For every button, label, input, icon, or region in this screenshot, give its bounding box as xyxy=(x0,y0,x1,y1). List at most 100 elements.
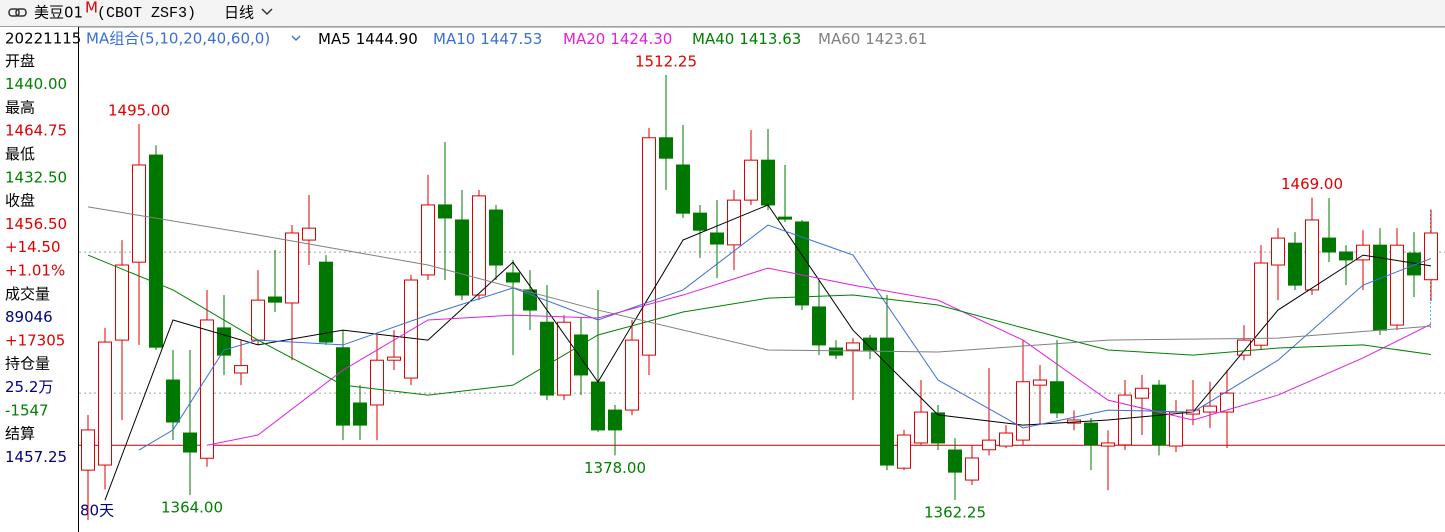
candle-body xyxy=(1220,392,1234,413)
legend-name: MA40 xyxy=(692,30,734,48)
legend-value: 1447.53 xyxy=(480,30,542,48)
candle-body xyxy=(540,321,554,396)
span-label: 80天 xyxy=(80,502,114,520)
candle-body xyxy=(404,279,418,379)
candle-body xyxy=(744,159,758,201)
candle-body xyxy=(234,365,248,374)
symbol-marker: M xyxy=(85,0,98,17)
candle-body xyxy=(302,227,316,241)
extreme-label: 1364.00 xyxy=(161,499,223,517)
candle-body xyxy=(914,411,928,444)
candle-body xyxy=(132,164,146,263)
info-text: 1464.75 xyxy=(5,122,67,140)
legend-name: MA5 xyxy=(318,30,351,48)
legend-entry: MA10 1447.53 xyxy=(433,30,542,48)
candle-body xyxy=(1288,242,1302,286)
candle-body xyxy=(846,342,860,351)
extreme-label: 1469.00 xyxy=(1281,175,1343,193)
candle-body xyxy=(863,337,877,351)
info-text: -1547 xyxy=(5,401,49,419)
candle-body xyxy=(727,199,741,246)
legend-name: MA20 xyxy=(563,30,605,48)
candle-body xyxy=(81,429,95,471)
ma-line xyxy=(87,206,1432,353)
candle-body xyxy=(98,341,112,466)
candle-body xyxy=(370,359,384,406)
legend-value: 1444.90 xyxy=(356,30,418,48)
candle-body xyxy=(217,327,231,356)
candle-body xyxy=(268,296,282,303)
candle-body xyxy=(387,356,401,361)
ma-line xyxy=(87,254,1432,396)
legend-value: 1423.61 xyxy=(865,30,927,48)
candle-body xyxy=(1322,237,1336,253)
info-text: 1457.25 xyxy=(5,448,67,466)
ma-group[interactable]: MA组合(5,10,20,40,60,0) xyxy=(86,30,270,48)
candle-body xyxy=(438,204,452,219)
extreme-label: 1362.25 xyxy=(924,504,986,522)
candle-body xyxy=(1050,381,1064,414)
candle-body xyxy=(472,195,486,296)
candle-body xyxy=(319,261,333,343)
candle-body xyxy=(523,289,537,311)
candle-body xyxy=(982,439,996,451)
candle-body xyxy=(149,154,163,348)
period[interactable]: 日线 xyxy=(224,4,254,22)
candle-body xyxy=(1084,422,1098,446)
info-text: 持仓量 xyxy=(5,355,50,373)
info-text: 1440.00 xyxy=(5,75,67,93)
candle-body xyxy=(778,216,792,220)
candle-body xyxy=(1237,339,1251,356)
link-icon[interactable] xyxy=(8,8,27,17)
candle-body xyxy=(591,381,605,431)
legend-name: MA10 xyxy=(433,30,475,48)
candle-body xyxy=(251,299,265,341)
candle-body xyxy=(1203,405,1217,413)
candle-body xyxy=(897,434,911,469)
legend-entry: MA20 1424.30 xyxy=(563,30,672,48)
candle-body xyxy=(608,409,622,431)
ma-chevron[interactable] xyxy=(291,35,301,41)
info-text: 1432.50 xyxy=(5,168,67,186)
candle-body xyxy=(1033,379,1047,386)
symbol-code: (CBOT ZSF3) xyxy=(97,5,196,22)
symbol: 美豆01 xyxy=(34,4,83,22)
ma-line xyxy=(206,267,1432,446)
info-text: +1.01% xyxy=(5,262,65,280)
candle-body xyxy=(1424,232,1438,281)
ma-line xyxy=(104,204,1432,501)
candle-body xyxy=(710,232,724,245)
legend-value: 1424.30 xyxy=(610,30,672,48)
legend-entry: MA5 1444.90 xyxy=(318,30,418,48)
info-text: 成交量 xyxy=(5,285,50,303)
info-text: 结算 xyxy=(5,425,35,443)
candle-body xyxy=(574,334,588,376)
extreme-label: 1495.00 xyxy=(108,101,170,119)
candle-body xyxy=(455,219,469,296)
info-text: +17305 xyxy=(5,331,65,349)
extreme-label: 1378.00 xyxy=(584,459,646,477)
info-text: 开盘 xyxy=(5,52,35,70)
period-chevron[interactable] xyxy=(261,8,273,16)
candle-body xyxy=(285,232,299,304)
ma-line xyxy=(138,224,1432,451)
info-text: 20221115 xyxy=(5,30,81,48)
header-bar xyxy=(0,0,1445,26)
candle-body xyxy=(880,337,894,466)
candle-body xyxy=(336,347,350,426)
candle-body xyxy=(1135,387,1149,399)
info-text: 收盘 xyxy=(5,192,35,210)
candle-body xyxy=(625,339,639,411)
legend-name: MA60 xyxy=(818,30,860,48)
candle-body xyxy=(1016,381,1030,441)
candle-body xyxy=(506,272,520,283)
candle-body xyxy=(965,457,979,481)
candle-body xyxy=(1271,237,1285,266)
candle-body xyxy=(421,204,435,276)
candle-body xyxy=(557,321,571,396)
candle-body xyxy=(1356,244,1370,261)
legend-entry: MA40 1413.63 xyxy=(692,30,801,48)
candle-body xyxy=(829,347,843,356)
